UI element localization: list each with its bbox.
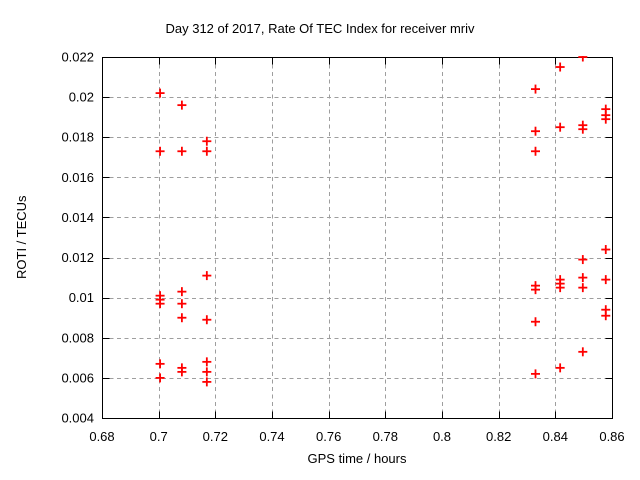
data-point bbox=[555, 62, 565, 72]
data-point bbox=[531, 84, 540, 94]
y-tick-label: 0.02 bbox=[69, 90, 94, 105]
data-point bbox=[177, 287, 187, 297]
data-point bbox=[177, 313, 187, 323]
data-point bbox=[531, 317, 540, 327]
data-point bbox=[202, 367, 212, 377]
data-point bbox=[155, 373, 165, 383]
x-tick-label: 0.82 bbox=[486, 429, 511, 444]
data-point bbox=[578, 283, 588, 293]
data-point bbox=[555, 283, 565, 293]
data-point bbox=[601, 275, 611, 285]
data-point bbox=[531, 369, 540, 379]
data-point bbox=[531, 285, 540, 295]
y-tick-label: 0.004 bbox=[61, 411, 94, 426]
data-points-group bbox=[155, 56, 611, 387]
data-point bbox=[578, 347, 588, 357]
data-point bbox=[202, 146, 212, 156]
x-axis-label: GPS time / hours bbox=[307, 451, 407, 466]
data-point bbox=[177, 299, 187, 309]
x-tick-label: 0.86 bbox=[599, 429, 624, 444]
y-tick-label: 0.016 bbox=[61, 170, 94, 185]
data-point bbox=[155, 88, 165, 98]
data-point bbox=[531, 126, 540, 136]
data-point bbox=[555, 122, 565, 132]
x-tick-label: 0.8 bbox=[433, 429, 451, 444]
plot-border bbox=[102, 57, 613, 419]
x-tick-label: 0.76 bbox=[316, 429, 341, 444]
x-tick-label: 0.78 bbox=[373, 429, 398, 444]
y-tick-label: 0.022 bbox=[61, 50, 94, 65]
data-point bbox=[601, 311, 611, 321]
data-point bbox=[155, 146, 165, 156]
x-tick-label: 0.68 bbox=[89, 429, 114, 444]
data-point bbox=[601, 114, 611, 124]
data-point bbox=[555, 363, 565, 373]
data-point bbox=[202, 315, 212, 325]
y-tick-label: 0.018 bbox=[61, 130, 94, 145]
data-point bbox=[202, 136, 212, 146]
data-point bbox=[177, 146, 187, 156]
data-point bbox=[578, 255, 588, 265]
x-tick-label: 0.84 bbox=[543, 429, 568, 444]
data-point bbox=[177, 367, 187, 377]
y-tick-label: 0.012 bbox=[61, 250, 94, 265]
data-point bbox=[578, 273, 588, 283]
data-point bbox=[578, 124, 588, 134]
y-tick-label: 0.006 bbox=[61, 370, 94, 385]
data-point bbox=[155, 359, 165, 369]
data-point bbox=[177, 100, 187, 110]
y-tick-label: 0.014 bbox=[61, 210, 94, 225]
x-tick-label: 0.72 bbox=[203, 429, 228, 444]
chart-title: Day 312 of 2017, Rate Of TEC Index for r… bbox=[165, 21, 475, 36]
data-point bbox=[155, 299, 165, 309]
data-point bbox=[202, 357, 212, 367]
data-point bbox=[601, 245, 611, 255]
x-tick-label: 0.7 bbox=[150, 429, 168, 444]
y-tick-label: 0.008 bbox=[61, 330, 94, 345]
data-point bbox=[578, 56, 588, 62]
y-axis-label: ROTI / TECUs bbox=[14, 195, 29, 280]
data-point bbox=[202, 271, 212, 281]
data-point bbox=[531, 146, 540, 156]
data-point bbox=[202, 377, 212, 387]
x-tick-label: 0.74 bbox=[259, 429, 284, 444]
y-tick-label: 0.01 bbox=[69, 290, 94, 305]
